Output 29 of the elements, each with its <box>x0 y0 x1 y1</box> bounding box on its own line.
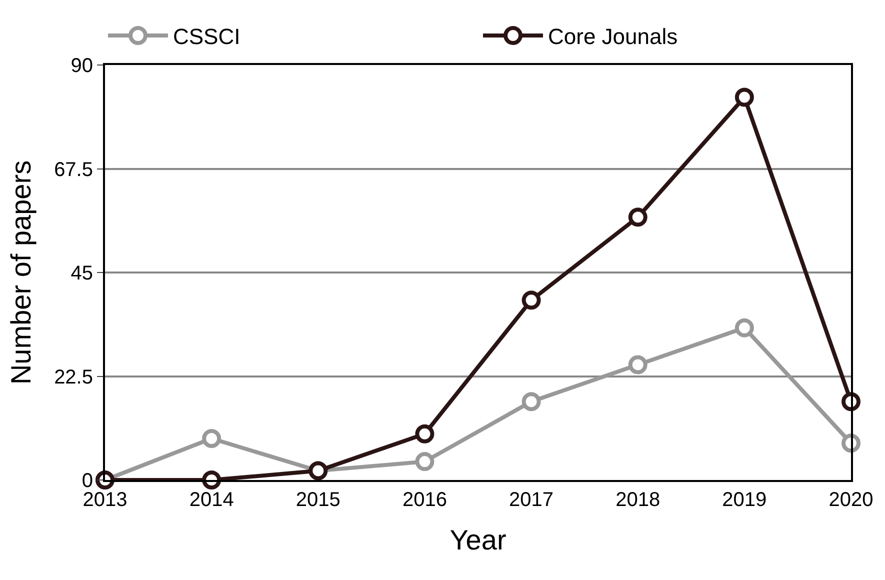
point <box>628 355 648 374</box>
x-tick-label: 2019 <box>722 489 767 511</box>
y-tick-label: 45 <box>70 262 93 284</box>
x-tick-label: 2014 <box>189 489 234 511</box>
x-tick-label: 2013 <box>82 489 128 511</box>
x-tick-label: 2018 <box>616 489 660 511</box>
x-tick-label: 2020 <box>828 489 874 511</box>
point <box>202 470 222 490</box>
y-tick-label: 22.5 <box>54 366 93 388</box>
point <box>522 290 541 310</box>
x-tick-label: 2017 <box>509 489 554 511</box>
point <box>842 392 860 412</box>
point <box>522 392 541 412</box>
x-axis-title: Year <box>450 524 506 556</box>
x-tick-label: 2016 <box>402 489 447 511</box>
point <box>202 429 222 448</box>
point <box>415 424 434 444</box>
legend-label: CSSCI <box>173 24 240 50</box>
point <box>628 208 648 227</box>
x-tick-label: 2015 <box>296 489 340 511</box>
point <box>415 452 434 472</box>
point <box>842 434 860 453</box>
point <box>734 318 754 338</box>
y-tick-label: 90 <box>70 55 93 77</box>
y-axis-title: Number of papers <box>5 160 36 385</box>
legend-label: Core Jounals <box>548 24 678 50</box>
y-tick-label: 0 <box>82 470 93 492</box>
point <box>734 88 754 107</box>
y-tick-label: 67.5 <box>54 158 93 181</box>
